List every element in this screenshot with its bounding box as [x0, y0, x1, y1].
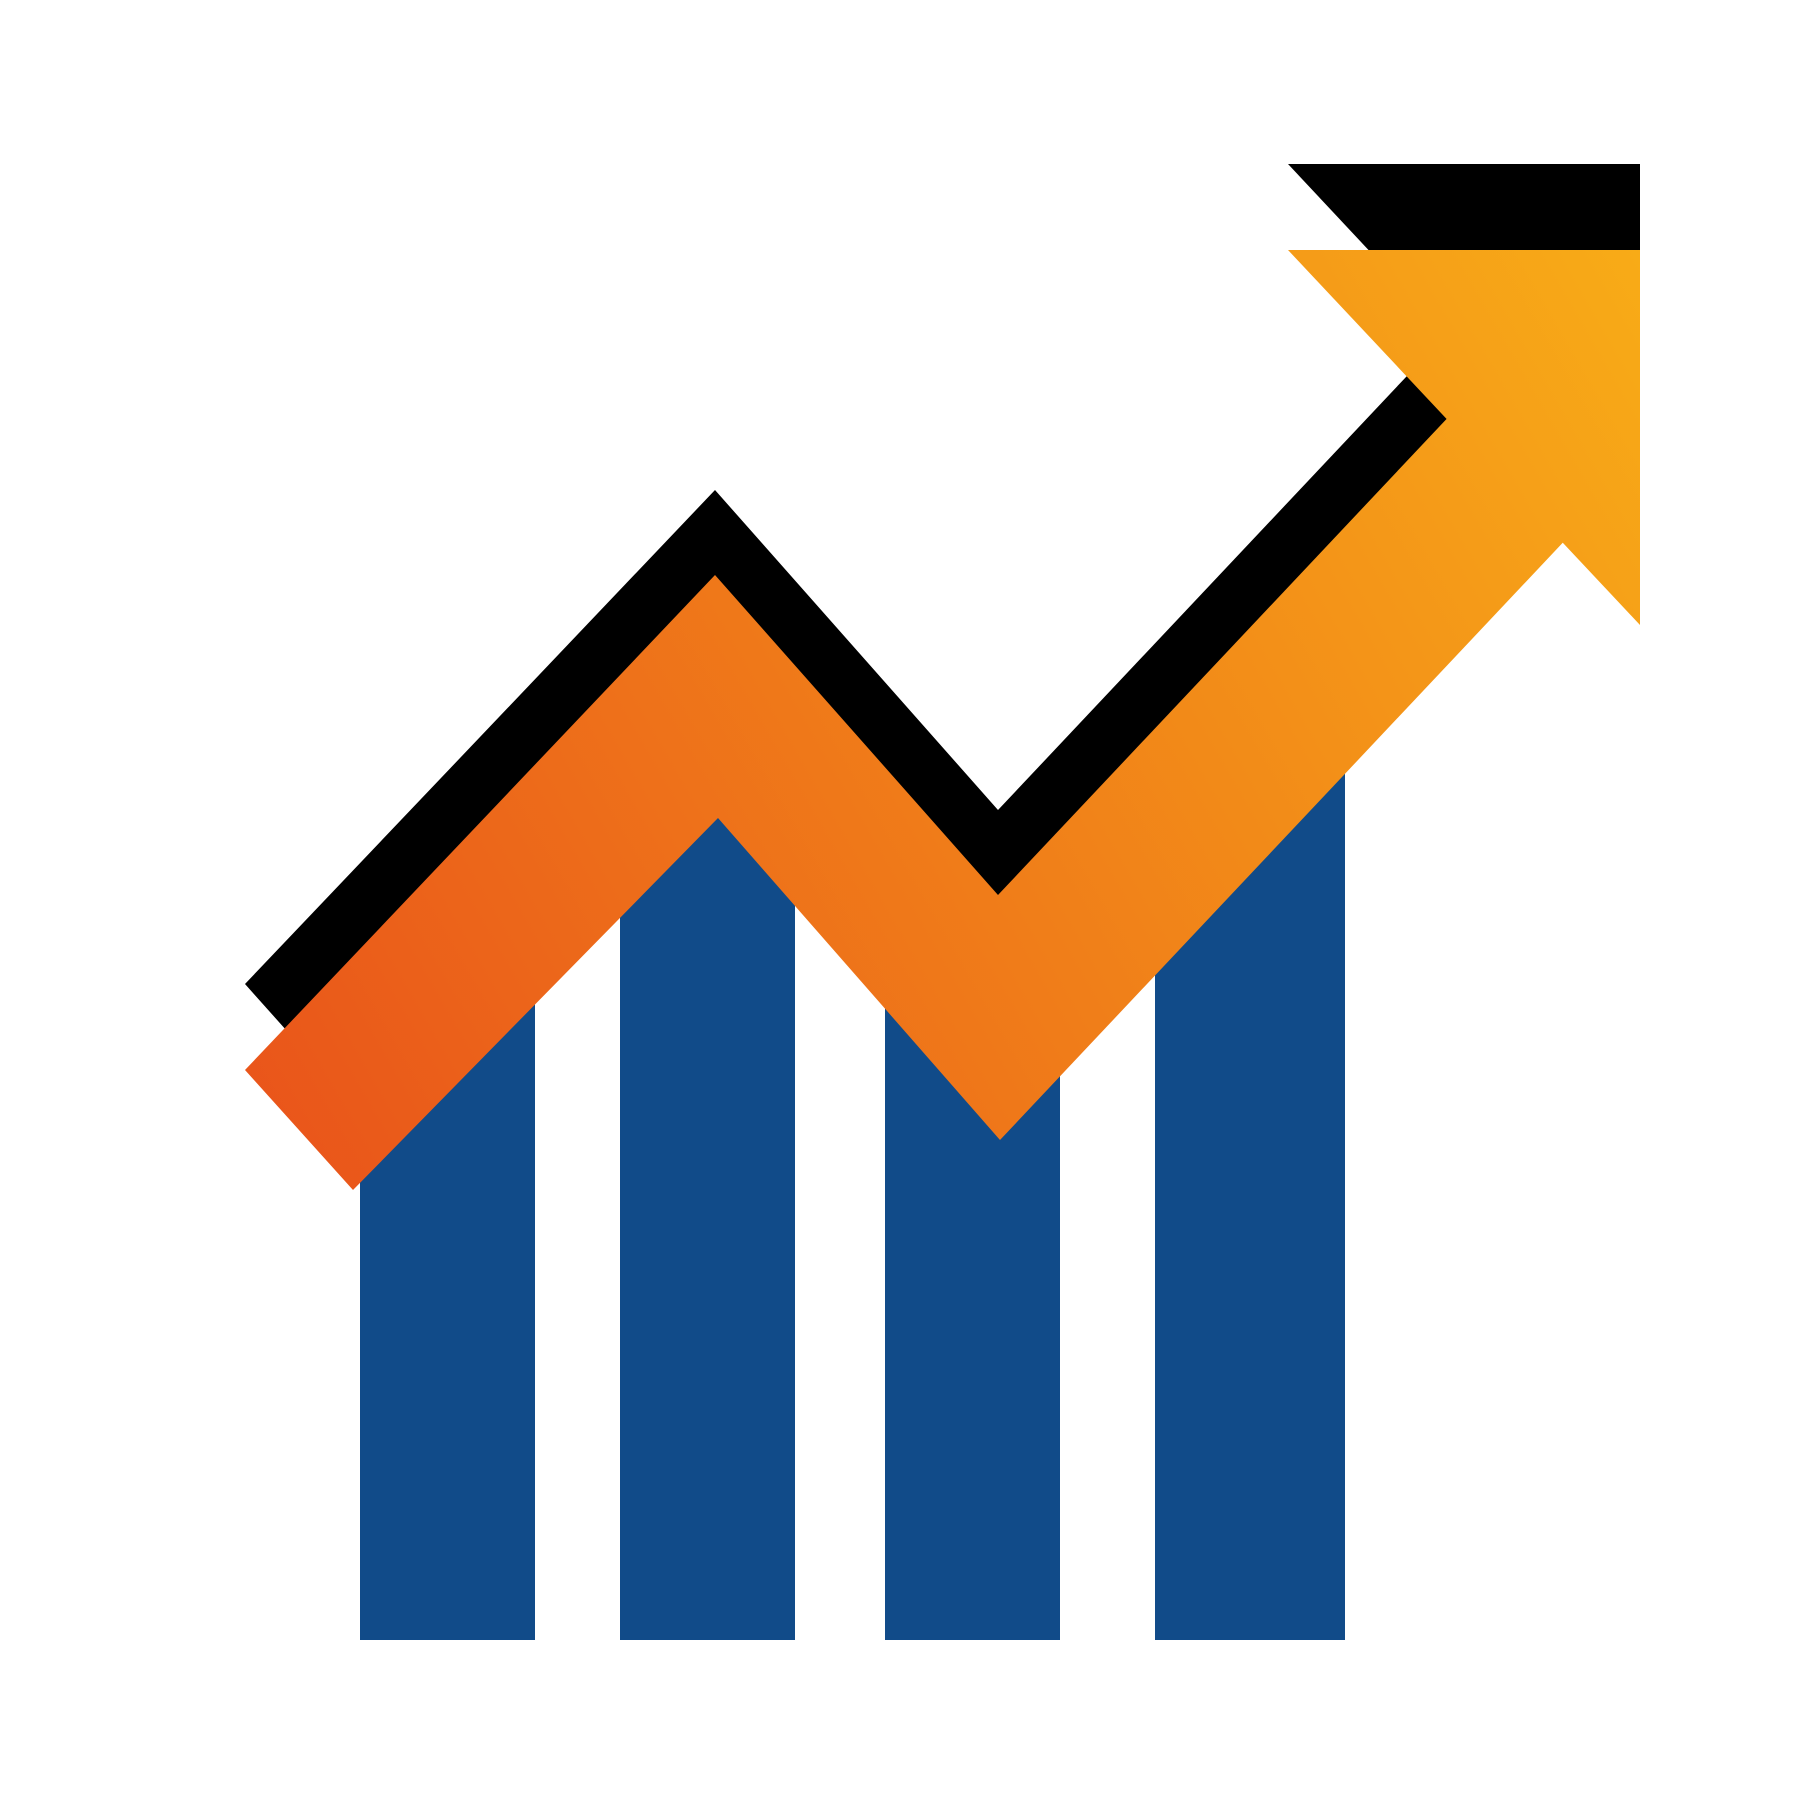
growth-chart-svg [0, 0, 1800, 1800]
arrow-layer [245, 250, 1640, 1190]
growth-icon [0, 0, 1800, 1800]
